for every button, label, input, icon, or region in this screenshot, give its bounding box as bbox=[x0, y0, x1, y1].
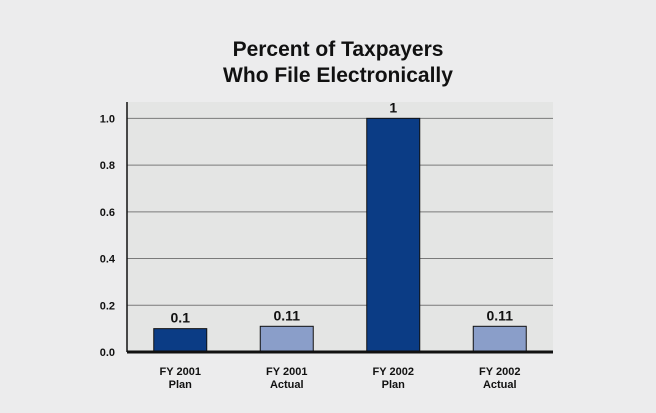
bar bbox=[259, 325, 314, 353]
x-category-label: Plan bbox=[382, 379, 406, 391]
x-category-label: Actual bbox=[270, 379, 304, 391]
data-label: 0.11 bbox=[487, 307, 514, 323]
x-category-label: Plan bbox=[169, 379, 193, 391]
x-category-label: FY 2002 bbox=[373, 366, 414, 378]
bars bbox=[153, 117, 527, 353]
x-category-label: FY 2001 bbox=[160, 366, 201, 378]
chart-title-line-2: Who File Electronically bbox=[223, 64, 453, 87]
axes bbox=[126, 102, 553, 354]
x-category-label: FY 2001 bbox=[266, 366, 307, 378]
x-category-label: FY 2002 bbox=[479, 366, 520, 378]
bar bbox=[472, 325, 527, 353]
data-label: 0.11 bbox=[274, 307, 301, 323]
y-tick-label: 0.2 bbox=[100, 300, 115, 312]
x-category-label: Actual bbox=[483, 379, 517, 391]
bar bbox=[153, 328, 208, 353]
data-label: 1 bbox=[389, 99, 397, 115]
y-tick-label: 0.8 bbox=[100, 160, 115, 172]
y-tick-label: 1.0 bbox=[100, 113, 115, 125]
y-tick-label: 0.6 bbox=[100, 207, 115, 219]
y-tick-label: 0.0 bbox=[100, 347, 115, 359]
grid-lines bbox=[127, 117, 553, 306]
plot-area bbox=[127, 102, 553, 352]
chart-title-line-1: Percent of Taxpayers bbox=[233, 38, 444, 61]
bar bbox=[366, 117, 421, 353]
y-tick-label: 0.4 bbox=[100, 254, 116, 266]
data-label: 0.1 bbox=[171, 310, 191, 326]
